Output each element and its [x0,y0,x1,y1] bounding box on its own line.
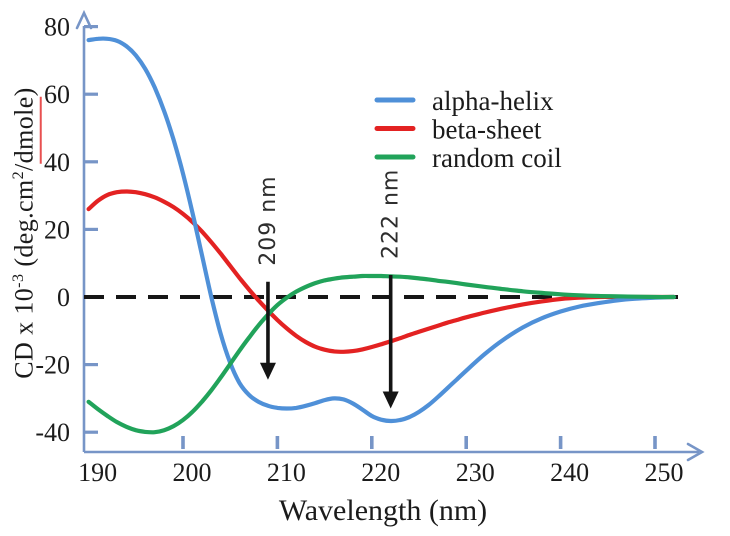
x-tick-label: 250 [645,458,684,487]
x-axis-arrowhead-icon [686,442,705,462]
y-tick-label: 60 [44,80,70,109]
curve-beta-sheet [86,189,676,354]
y-tick-label: 40 [44,148,70,177]
y-tick-label: 20 [44,215,70,244]
y-tick-label: 0 [57,283,70,312]
annotation-label: 222 nm [379,169,404,259]
y-tick-label: 80 [44,13,70,42]
x-tick-label: 190 [78,458,117,487]
curve-random-coil [86,273,676,435]
x-tick-label: 240 [550,458,589,487]
x-axis-label: Wavelength (nm) [278,494,488,527]
x-tick-label: 200 [173,458,212,487]
y-tick-label: -20 [35,351,70,380]
x-tick-label: 220 [361,458,400,487]
legend-label-random-coil: random coil [432,143,562,173]
curve-alpha-helix [86,36,676,424]
x-tick-label: 230 [456,458,495,487]
y-tick-label: -40 [35,418,70,447]
x-tick-label: 210 [267,458,306,487]
legend-label-beta-sheet: beta-sheet [432,115,542,145]
annotation-arrowhead-icon [382,391,399,409]
y-axis-arrowhead-icon [75,9,93,30]
annotation-arrowhead-icon [259,362,276,380]
legend-label-alpha-helix: alpha-helix [432,86,554,116]
annotation-label: 209 nm [256,175,281,265]
